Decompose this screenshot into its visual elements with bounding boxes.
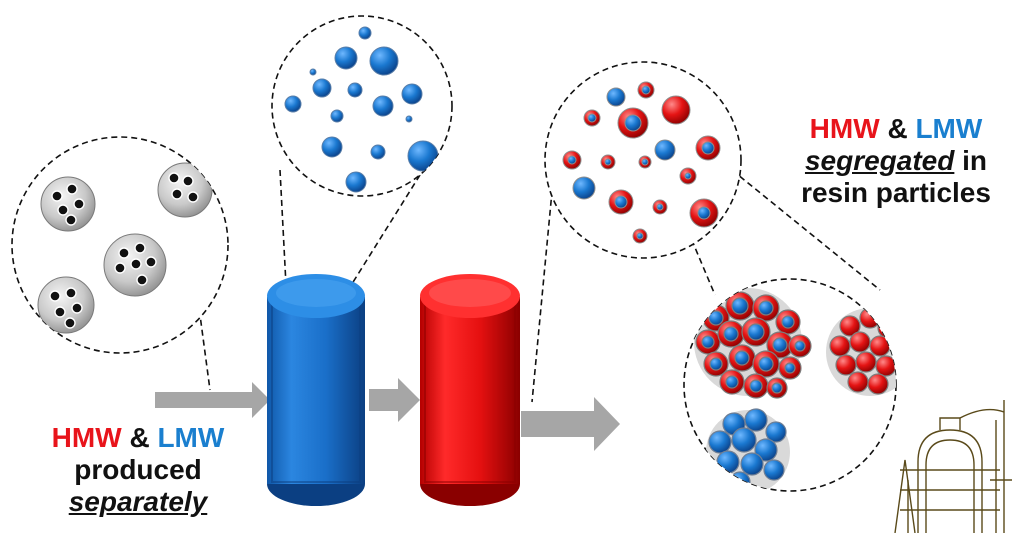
caption-line-1: HMW & LMW [776,113,1015,145]
caption-produced-separately: HMW & LMW produced separately [18,422,258,518]
lmw-particle-icon [284,26,439,193]
hmw-label: HMW [51,422,122,453]
in-label: in [962,145,988,176]
catalyst-particle-icon [103,233,167,297]
zoom-circle-lmw [271,15,453,197]
segregated-label: segregated [804,145,955,176]
reactor-2 [420,274,520,506]
product-arrow [521,397,620,451]
catalyst-particle-icon [157,162,213,218]
caption-line-3: separately [68,486,208,517]
ampersand: & [129,422,150,453]
plant-icon [894,400,1012,533]
resin-cluster-icon [694,288,812,399]
ampersand: & [887,113,908,144]
reactor-1 [267,274,365,506]
caption-line-2: produced [74,454,202,485]
resin-cluster-icon [826,307,896,396]
zoom-circle-resin [683,278,897,492]
process-arrows [155,378,620,451]
lmw-label: LMW [157,422,225,453]
resin-cluster-icon [706,408,790,491]
caption-line-3: resin particles [801,177,991,208]
caption-line-1: HMW & LMW [18,422,258,454]
transfer-arrow [369,378,420,422]
zoom-circle-catalyst [11,136,229,354]
feed-arrow [155,382,270,418]
zoom-circle-hmw-lmw [544,61,742,259]
lmw-label: LMW [915,113,983,144]
caption-line-2: segregated in [776,145,1015,177]
catalyst-particle-icon [40,176,96,232]
caption-segregated: HMW & LMW segregated in resin particles [776,113,1015,209]
catalyst-particle-icon [37,276,95,334]
hmw-lmw-particle-icon [562,81,721,244]
hmw-label: HMW [809,113,880,144]
